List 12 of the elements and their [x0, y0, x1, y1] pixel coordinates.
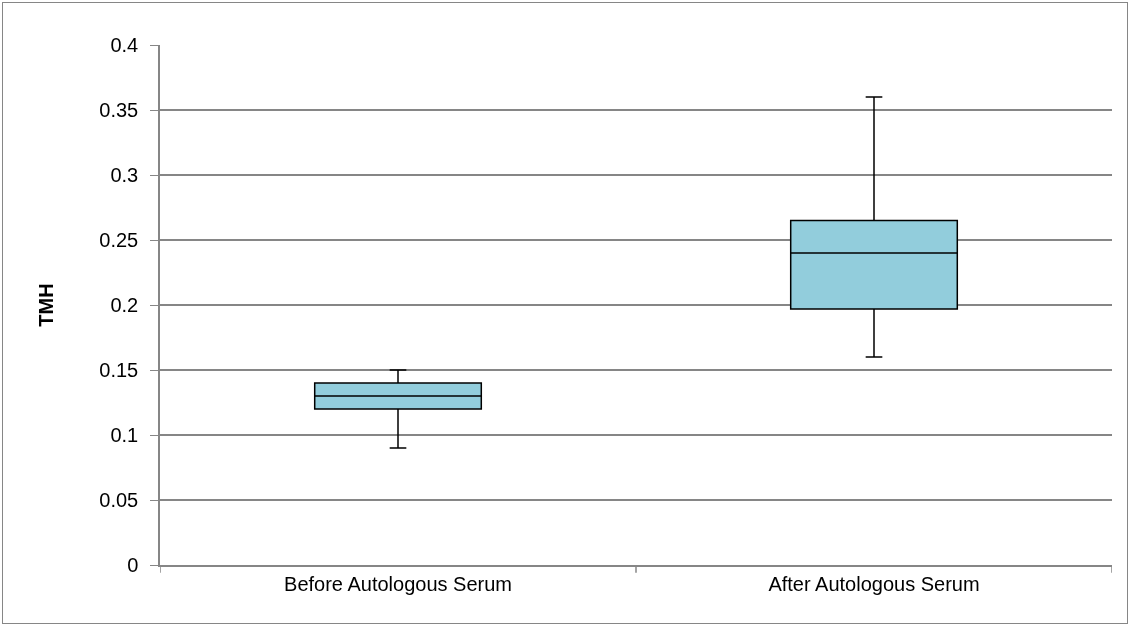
y-tick-label: 0.25 [99, 229, 139, 251]
y-tick-label: 0.2 [110, 294, 139, 316]
y-tick-label: 0.1 [110, 424, 139, 446]
x-tick-label: After Autologous Serum [768, 572, 980, 595]
y-tick-label: 0 [127, 554, 139, 576]
y-axis-title: TMH [35, 283, 58, 327]
y-tick-label: 0.4 [110, 34, 139, 56]
y-tick-label: 0.05 [99, 489, 139, 511]
y-tick-label: 0.3 [110, 164, 139, 186]
y-tick-label: 0.15 [99, 359, 139, 381]
y-tick-label: 0.35 [99, 99, 139, 121]
x-tick-label: Before Autologous Serum [284, 572, 512, 595]
